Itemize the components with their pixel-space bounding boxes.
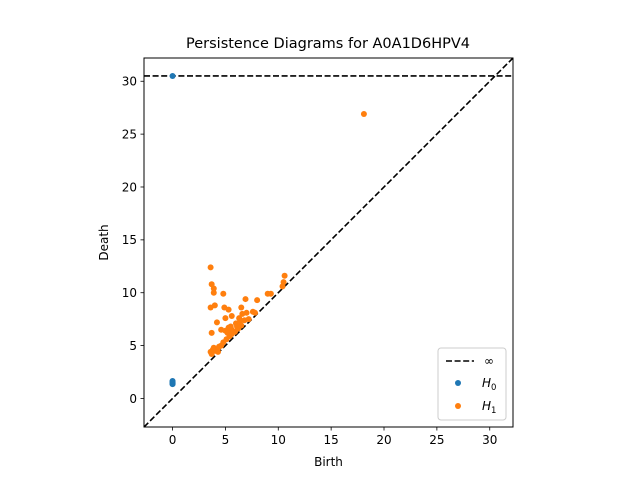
- legend-infinity-label: ∞: [484, 354, 494, 368]
- series-h1: [207, 111, 367, 358]
- point-h1: [228, 312, 235, 319]
- y-tick-label: 10: [122, 286, 137, 300]
- legend-box: [437, 347, 507, 421]
- point-h0: [169, 72, 176, 79]
- series-h0: [169, 72, 176, 388]
- point-h1: [227, 323, 234, 330]
- x-axis-label: Birth: [314, 455, 343, 469]
- point-h1: [216, 343, 223, 350]
- x-tick-label: 25: [429, 433, 444, 447]
- x-tick-label: 20: [376, 433, 391, 447]
- point-h1: [220, 290, 227, 297]
- point-h1: [207, 264, 214, 271]
- point-h1: [280, 279, 287, 286]
- y-tick-label: 20: [122, 180, 137, 194]
- x-tick-label: 15: [324, 433, 339, 447]
- point-h1: [209, 346, 216, 353]
- point-h1: [208, 329, 215, 336]
- x-tick-label: 10: [271, 433, 286, 447]
- legend-marker-h1: [455, 403, 461, 409]
- y-axis-label: Death: [97, 224, 111, 260]
- point-h1: [213, 319, 220, 326]
- x-tick-label: 0: [169, 433, 177, 447]
- point-h1: [211, 302, 218, 309]
- y-tick-label: 0: [129, 392, 137, 406]
- point-h1: [234, 323, 241, 330]
- chart-title: Persistence Diagrams for A0A1D6HPV4: [186, 36, 470, 52]
- point-h1: [267, 290, 274, 297]
- point-h1: [252, 309, 259, 316]
- x-tick-label: 5: [222, 433, 230, 447]
- point-h1: [225, 306, 232, 313]
- plot-area: [144, 58, 513, 427]
- point-h1: [215, 348, 222, 355]
- point-h0: [169, 378, 176, 385]
- axes-frame: [143, 57, 514, 428]
- diagonal-line: [144, 58, 513, 427]
- point-h1: [281, 272, 288, 279]
- point-h1: [222, 315, 229, 322]
- point-h1: [242, 296, 249, 303]
- point-h1: [245, 316, 252, 323]
- point-h1: [210, 289, 217, 296]
- x-tick-label: 30: [482, 433, 497, 447]
- point-h1: [238, 304, 245, 311]
- y-tick-label: 25: [122, 127, 137, 141]
- legend-marker-h0: [455, 380, 461, 386]
- y-tick-label: 15: [122, 233, 137, 247]
- point-h1: [360, 111, 367, 118]
- y-tick-label: 30: [122, 75, 137, 89]
- point-h1: [210, 285, 217, 292]
- point-h1: [254, 297, 261, 304]
- y-tick-label: 5: [129, 339, 137, 353]
- point-h1: [224, 329, 231, 336]
- legend-subscript: 1: [491, 406, 496, 416]
- legend-subscript: 0: [491, 383, 496, 393]
- point-h1: [243, 309, 250, 316]
